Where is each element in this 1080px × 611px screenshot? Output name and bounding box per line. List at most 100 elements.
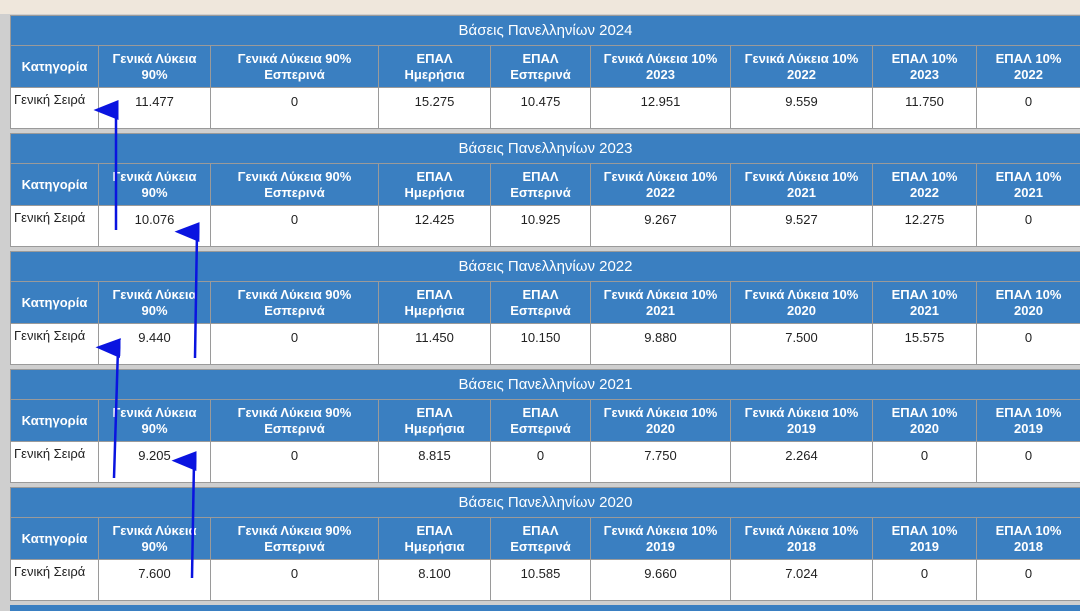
table: Βάσεις Πανελληνίων 2021 Κατηγορία Γενικά Λ… bbox=[9, 369, 1080, 483]
header-row: Κατηγορία Γενικά Λύκεια 90% Γενικά Λύκεια … bbox=[10, 281, 1080, 324]
header-cell: ΕΠΑΛ Εσπερινά bbox=[490, 45, 591, 88]
header-text: ΕΠΑΛ Εσπερινά bbox=[510, 286, 571, 318]
header-cell: Γενικά Λύκεια 10% 2020 bbox=[590, 399, 731, 442]
header-cell: ΕΠΑΛ 10% 2018 bbox=[975, 517, 1080, 560]
header-text: ΕΠΑΛ Ημερήσια bbox=[404, 286, 465, 318]
header-cell: ΕΠΑΛ 10% 2020 bbox=[872, 399, 977, 442]
title-row: Βάσεις Πανελληνίων 2023 bbox=[9, 133, 1080, 164]
arrow bbox=[95, 338, 121, 479]
header-text: ΕΠΑΛ Εσπερινά bbox=[510, 168, 571, 200]
header-text: Γενικά Λύκεια 10% 2023 bbox=[603, 50, 718, 82]
header-text: ΕΠΑΛ Ημερήσια bbox=[404, 50, 465, 82]
data-cell: 11.750 bbox=[872, 87, 977, 129]
title-row: Βάσεις Πανελληνίων 2021 bbox=[9, 369, 1080, 400]
data-cell: 7.500 bbox=[730, 323, 873, 365]
header-cell: ΕΠΑΛ Εσπερινά bbox=[490, 399, 591, 442]
table: Βάσεις Πανελληνίων 2020 Κατηγορία Γενικά Λ… bbox=[9, 487, 1080, 601]
header-text: ΕΠΑΛ 10% 2020 bbox=[891, 404, 958, 436]
data-cell: 12.425 bbox=[378, 205, 491, 247]
header-cell: ΕΠΑΛ 10% 2022 bbox=[872, 163, 977, 206]
data-cell: 15.575 bbox=[872, 323, 977, 365]
header-text: Γενικά Λύκεια 90% bbox=[112, 286, 197, 318]
header-text: Γενικά Λύκεια 90% Εσπερινά bbox=[237, 50, 352, 82]
header-text: Γενικά Λύκεια 90% Εσπερινά bbox=[237, 404, 352, 436]
header-text: ΕΠΑΛ 10% 2019 bbox=[891, 522, 958, 554]
header-text: Κατηγορία bbox=[21, 294, 88, 310]
header-text: Γενικά Λύκεια 90% bbox=[112, 404, 197, 436]
header-cell: Γενικά Λύκεια 90% Εσπερινά bbox=[210, 399, 379, 442]
header-row: Κατηγορία Γενικά Λύκεια 90% Γενικά Λύκεια … bbox=[10, 517, 1080, 560]
header-cell: ΕΠΑΛ Ημερήσια bbox=[378, 281, 491, 324]
data-cell: 2.264 bbox=[730, 441, 873, 483]
header-text: ΕΠΑΛ Ημερήσια bbox=[404, 522, 465, 554]
header-text: Γενικά Λύκεια 10% 2021 bbox=[744, 168, 859, 200]
data-cell: 0 bbox=[872, 441, 977, 483]
header-cell: ΕΠΑΛ 10% 2021 bbox=[872, 281, 977, 324]
data-cell: 11.450 bbox=[378, 323, 491, 365]
header-cell: Γενικά Λύκεια 10% 2020 bbox=[730, 281, 873, 324]
header-cell: Γενικά Λύκεια 90% Εσπερινά bbox=[210, 281, 379, 324]
data-row: Γενική Σειρά 7.600 0 8.100 10.585 9.660 7.024 0… bbox=[10, 559, 1080, 601]
data-cell: Γενική Σειρά bbox=[10, 441, 99, 483]
header-text: Γενικά Λύκεια 10% 2022 bbox=[603, 168, 718, 200]
data-cell: Γενική Σειρά bbox=[10, 323, 99, 365]
header-text: Γενικά Λύκεια 90% Εσπερινά bbox=[237, 168, 352, 200]
data-row: Γενική Σειρά 9.205 0 8.815 0 7.750 2.264 0 0 bbox=[10, 441, 1080, 483]
header-text: Γενικά Λύκεια 10% 2020 bbox=[744, 286, 859, 318]
title-row: Βάσεις Πανελληνίων 2020 bbox=[9, 487, 1080, 518]
header-cell: Γενικά Λύκεια 10% 2021 bbox=[730, 163, 873, 206]
header-text: ΕΠΑΛ 10% 2023 bbox=[891, 50, 958, 82]
data-cell: 0 bbox=[975, 441, 1080, 483]
data-row: Γενική Σειρά 9.440 0 11.450 10.150 9.880 7.500… bbox=[10, 323, 1080, 365]
header-text: Γενικά Λύκεια 10% 2020 bbox=[603, 404, 718, 436]
header-text: ΕΠΑΛ 10% 2018 bbox=[995, 522, 1062, 554]
header-text: ΕΠΑΛ Ημερήσια bbox=[404, 404, 465, 436]
header-text: Γενικά Λύκεια 10% 2022 bbox=[744, 50, 859, 82]
table: Βάσεις Πανελληνίων 2022 Κατηγορία Γενικά Λ… bbox=[9, 251, 1080, 365]
data-cell: 9.660 bbox=[590, 559, 731, 601]
header-cell: Κατηγορία bbox=[10, 517, 99, 560]
header-cell: ΕΠΑΛ 10% 2019 bbox=[975, 399, 1080, 442]
data-cell: 7.024 bbox=[730, 559, 873, 601]
header-text: ΕΠΑΛ Εσπερινά bbox=[510, 50, 571, 82]
top-strip bbox=[0, 0, 1080, 14]
header-text: Γενικά Λύκεια 10% 2019 bbox=[744, 404, 859, 436]
data-cell: 10.925 bbox=[490, 205, 591, 247]
header-text: ΕΠΑΛ 10% 2020 bbox=[995, 286, 1062, 318]
header-cell: Γενικά Λύκεια 90% Εσπερινά bbox=[210, 517, 379, 560]
data-cell: 0 bbox=[490, 441, 591, 483]
arrow bbox=[174, 222, 200, 359]
header-text: Γενικά Λύκεια 10% 2018 bbox=[744, 522, 859, 554]
header-text: Κατηγορία bbox=[21, 176, 88, 192]
header-text: Γενικά Λύκεια 90% bbox=[112, 522, 197, 554]
data-cell: 10.585 bbox=[490, 559, 591, 601]
header-row: Κατηγορία Γενικά Λύκεια 90% Γενικά Λύκεια … bbox=[10, 45, 1080, 88]
header-cell: ΕΠΑΛ Ημερήσια bbox=[378, 517, 491, 560]
header-text: ΕΠΑΛ 10% 2021 bbox=[891, 286, 958, 318]
header-text: Γενικά Λύκεια 10% 2019 bbox=[603, 522, 718, 554]
header-text: ΕΠΑΛ 10% 2019 bbox=[995, 404, 1062, 436]
header-text: Γενικά Λύκεια 90% bbox=[112, 168, 197, 200]
header-text: Κατηγορία bbox=[21, 412, 88, 428]
header-cell: Γενικά Λύκεια 10% 2023 bbox=[590, 45, 731, 88]
header-cell: ΕΠΑΛ 10% 2019 bbox=[872, 517, 977, 560]
header-cell: ΕΠΑΛ Ημερήσια bbox=[378, 163, 491, 206]
data-cell: 15.275 bbox=[378, 87, 491, 129]
data-cell: 9.267 bbox=[590, 205, 731, 247]
header-text: ΕΠΑΛ Εσπερινά bbox=[510, 404, 571, 436]
data-cell: 0 bbox=[975, 559, 1080, 601]
data-cell: 8.815 bbox=[378, 441, 491, 483]
header-cell: Γενικά Λύκεια 90% Εσπερινά bbox=[210, 45, 379, 88]
table-title: Βάσεις Πανελληνίων 2021 bbox=[9, 369, 1080, 400]
header-text: ΕΠΑΛ 10% 2022 bbox=[891, 168, 958, 200]
data-cell: 9.880 bbox=[590, 323, 731, 365]
data-cell: 0 bbox=[872, 559, 977, 601]
table-title: Βάσεις Πανελληνίων 2020 bbox=[9, 487, 1080, 518]
header-cell: Γενικά Λύκεια 90% bbox=[98, 45, 211, 88]
header-text: ΕΠΑΛ Ημερήσια bbox=[404, 168, 465, 200]
header-cell: Γενικά Λύκεια 90% Εσπερινά bbox=[210, 163, 379, 206]
next-table-edge bbox=[10, 605, 1080, 611]
header-cell: Γενικά Λύκεια 10% 2021 bbox=[590, 281, 731, 324]
